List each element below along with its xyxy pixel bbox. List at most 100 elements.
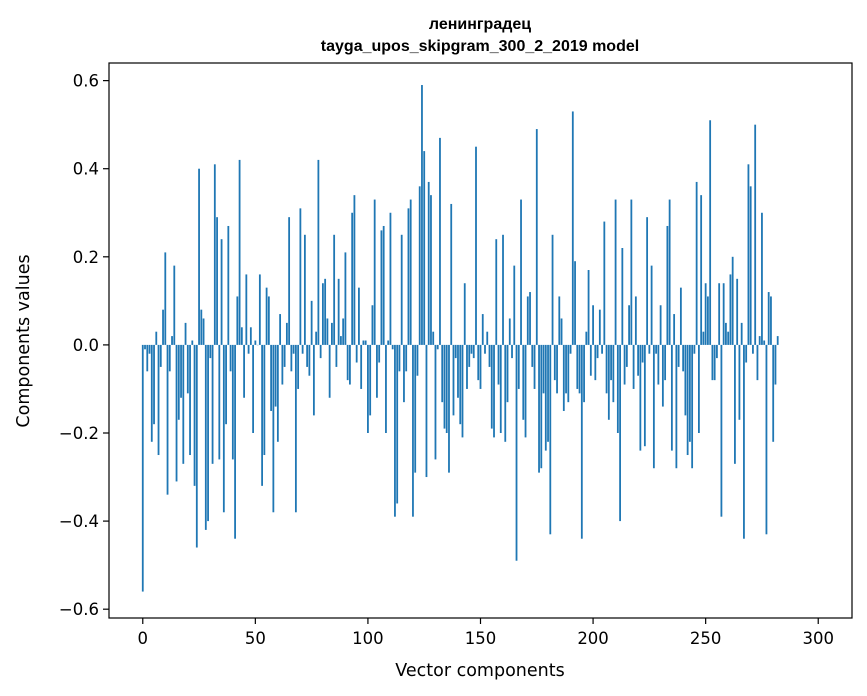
bar: [533, 344, 536, 389]
bar: [549, 344, 552, 535]
bar: [623, 344, 626, 385]
bar: [725, 322, 727, 345]
bar: [294, 344, 297, 513]
bar: [569, 344, 572, 354]
bar: [641, 344, 644, 363]
bar: [758, 336, 761, 345]
bar: [247, 344, 250, 354]
bar: [274, 344, 277, 407]
bar: [655, 344, 658, 354]
x-tick-label: 100: [352, 629, 384, 648]
bar: [529, 292, 531, 345]
bar: [472, 344, 475, 359]
bar: [542, 344, 545, 394]
bar: [448, 344, 450, 473]
bar: [702, 331, 705, 345]
bar: [589, 344, 592, 376]
bar: [574, 261, 576, 345]
bar: [204, 344, 207, 530]
bar: [337, 278, 340, 345]
bar: [596, 344, 599, 359]
bar: [301, 344, 304, 354]
bar: [321, 283, 324, 345]
bar: [303, 234, 306, 345]
bar: [567, 344, 570, 403]
bar: [727, 331, 730, 345]
bar: [736, 278, 739, 345]
bar: [439, 137, 441, 345]
bar: [421, 85, 423, 345]
bar: [234, 344, 236, 539]
bar: [276, 344, 279, 442]
x-tick-label: 300: [802, 629, 834, 648]
bar: [153, 344, 155, 425]
chart-title: ленинградец: [429, 16, 531, 33]
bar: [285, 322, 288, 345]
bar: [628, 305, 630, 345]
bar: [774, 344, 777, 385]
bar: [353, 195, 356, 345]
bar: [261, 344, 263, 486]
bar: [200, 309, 203, 345]
bar: [373, 199, 376, 345]
bar: [673, 314, 676, 345]
bar: [382, 225, 385, 345]
bar: [213, 164, 216, 345]
bar: [387, 340, 390, 345]
bar: [470, 344, 473, 354]
bar: [571, 111, 574, 345]
bar: [407, 208, 410, 345]
bar: [598, 309, 601, 345]
bar: [328, 344, 331, 398]
bar: [538, 344, 540, 473]
bar: [461, 344, 464, 438]
x-axis-ticks: 0 50 100 150 200 250 300: [138, 618, 834, 648]
bar: [754, 124, 757, 345]
bar: [184, 322, 187, 345]
bar: [578, 344, 581, 394]
bar: [580, 344, 583, 539]
bar: [146, 344, 149, 372]
bar: [531, 344, 534, 367]
bar: [394, 344, 396, 517]
bar: [506, 344, 509, 403]
bar: [776, 336, 779, 345]
bar: [734, 344, 736, 464]
bar: [495, 239, 498, 345]
bar: [155, 331, 158, 345]
bar: [499, 344, 502, 433]
y-axis-ticks: −0.6 −0.4 −0.2 0.0 0.2 0.4 0.6: [59, 72, 109, 619]
bar: [592, 305, 594, 345]
bar: [243, 344, 245, 398]
y-axis-label: Components values: [14, 254, 34, 427]
bar: [281, 344, 284, 385]
bar: [504, 344, 507, 442]
bar: [479, 344, 482, 389]
bar: [272, 344, 275, 513]
bar: [497, 344, 500, 385]
bar: [484, 344, 486, 354]
y-tick-label: 0.4: [73, 160, 99, 179]
bar: [218, 344, 221, 460]
bar: [445, 344, 448, 433]
bar: [389, 212, 392, 345]
bar: [475, 146, 477, 345]
bar: [657, 344, 660, 385]
bar: [211, 344, 214, 464]
bar: [452, 344, 455, 416]
bar: [236, 296, 239, 345]
bar: [355, 344, 358, 363]
bar: [517, 344, 520, 389]
bar: [612, 344, 615, 403]
bar: [513, 265, 516, 345]
bar: [396, 344, 399, 504]
bar: [722, 283, 725, 345]
chart-subtitle: tayga_upos_skipgram_300_2_2019 model: [321, 38, 639, 55]
bar: [515, 344, 518, 561]
bar: [677, 344, 680, 367]
bar: [743, 344, 745, 539]
bar: [312, 344, 315, 416]
bar: [749, 186, 752, 345]
bar: [270, 344, 273, 411]
